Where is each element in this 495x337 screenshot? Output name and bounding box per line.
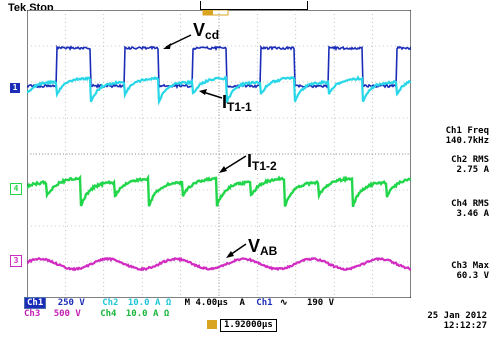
status-row-1: Ch1 250 V Ch2 10.0 A Ω M 4.00μs A Ch1 ∿ … — [24, 298, 334, 309]
ch2-scale: 10.0 A Ω — [128, 298, 171, 308]
measurement-ch1-freq: Ch1 Freq 140.7kHz — [446, 126, 489, 146]
ch3-label[interactable]: Ch3 — [24, 309, 40, 319]
measurement-ch2-rms: Ch2 RMS 2.75 A — [451, 155, 489, 175]
trigger-mode: A — [239, 298, 244, 308]
measurement-value: 60.3 V — [451, 271, 489, 281]
trigger-slope-icon: ∿ — [280, 298, 288, 308]
measurement-label: Ch3 Max — [451, 261, 489, 271]
trigger-source[interactable]: Ch1 — [256, 298, 272, 308]
measurement-value: 2.75 A — [451, 165, 489, 175]
measurement-ch4-rms: Ch4 RMS 3.46 A — [451, 199, 489, 219]
measurement-ch3-max: Ch3 Max 60.3 V — [451, 261, 489, 281]
measurement-label: Ch1 Freq — [446, 126, 489, 136]
timebase[interactable]: M 4.00μs — [185, 298, 228, 308]
ch1-scale: 250 V — [58, 298, 85, 308]
ch4-scale: 10.0 A Ω — [126, 309, 169, 319]
measurement-value: 140.7kHz — [446, 136, 489, 146]
ch2-label[interactable]: Ch2 — [102, 298, 118, 308]
trigger-position-readout[interactable]: 1.92000μs — [220, 319, 277, 332]
status-row-2: Ch3 500 V Ch4 10.0 A Ω — [24, 309, 169, 320]
measurement-label: Ch4 RMS — [451, 199, 489, 209]
date-display: 25 Jan 2012 — [427, 311, 487, 321]
ch3-scale: 500 V — [54, 309, 81, 319]
trigger-level[interactable]: 190 V — [307, 298, 334, 308]
time-display: 12:12:27 — [444, 321, 487, 331]
trigger-position-icon — [207, 320, 217, 329]
ch4-label[interactable]: Ch4 — [100, 309, 116, 319]
arrow-it11 — [203, 92, 222, 98]
ch1-label[interactable]: Ch1 — [24, 297, 46, 309]
measurement-label: Ch2 RMS — [451, 155, 489, 165]
measurement-value: 3.46 A — [451, 209, 489, 219]
